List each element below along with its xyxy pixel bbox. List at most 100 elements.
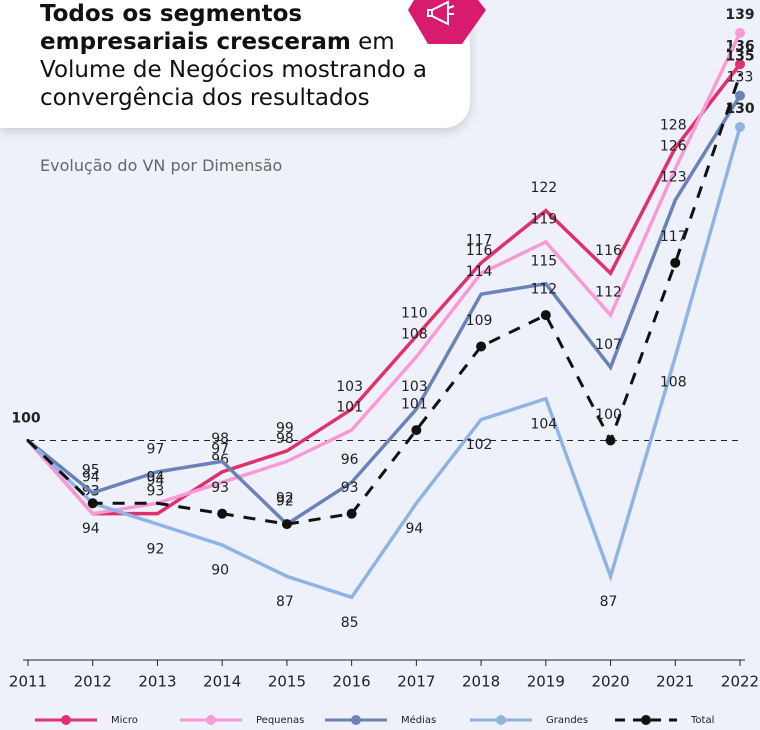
data-label: 94 [82,521,100,537]
data-label: 92 [276,491,294,507]
point [220,543,224,547]
point [735,27,745,38]
legend-label: Total [690,715,714,726]
data-label: 117 [660,229,687,245]
data-label: 135 [725,49,754,65]
x-tick-label: 2021 [656,673,694,691]
data-label: 116 [466,243,493,259]
point [285,459,289,463]
legend-dot [641,715,651,725]
point [544,240,548,244]
point [220,459,224,463]
point [609,574,613,578]
point [670,257,681,268]
point [350,480,354,484]
data-label: 114 [466,264,493,280]
data-label: 116 [595,243,622,259]
series-line [26,74,742,526]
point [155,501,159,505]
data-label: 94 [147,470,165,486]
point [544,397,548,401]
data-label: 112 [530,281,557,297]
point [673,167,677,171]
point [544,282,548,286]
data-label: 126 [660,138,687,154]
data-label: 122 [530,180,557,196]
subtitle: Evolução do VN por Dimensão [40,156,283,175]
data-label: 93 [211,480,229,496]
data-label: 94 [82,470,100,486]
data-label: 108 [660,375,687,391]
legend-dot [206,715,216,725]
point [285,449,289,453]
point [26,439,30,443]
legend-dot [496,715,506,725]
x-tick-label: 2019 [527,673,565,691]
point [605,435,616,446]
point [350,595,354,599]
data-label: 94 [405,521,423,537]
point [476,341,487,352]
x-tick-label: 2014 [203,673,241,691]
point [609,365,613,369]
point [609,313,613,317]
header-card: Todos os segmentos empresariais crescera… [0,0,470,128]
point [155,512,159,516]
title-rest: em Volume de Negócios mostrando a conver… [40,29,428,111]
point [414,355,418,359]
x-tick-label: 2013 [138,673,176,691]
data-label: 119 [530,212,557,228]
point [87,498,98,509]
data-label: 112 [595,285,622,301]
data-label: 104 [530,416,557,432]
point [414,334,418,338]
point [350,428,354,432]
series-line [26,94,742,527]
data-label: 107 [595,337,622,353]
data-label: 100 [11,411,40,427]
point [735,121,745,132]
legend-label: Médias [401,714,436,726]
point [220,470,224,474]
megaphone-badge [408,0,486,44]
point [285,574,289,578]
data-label: 92 [276,494,294,510]
series-line [26,32,742,516]
data-label: 108 [401,327,428,343]
data-label: 85 [341,615,359,631]
point [479,418,483,422]
x-tick-label: 2018 [462,673,500,691]
data-label: 97 [147,441,165,457]
data-label: 99 [276,421,294,437]
data-label: 101 [401,396,428,412]
legend-dot [351,715,361,725]
data-label: 128 [660,117,687,133]
point [155,470,159,474]
data-label: 130 [725,101,754,117]
point [609,271,613,275]
point [673,146,677,150]
data-label: 123 [660,170,687,186]
data-label: 93 [341,480,359,496]
data-label: 109 [466,313,493,329]
legend-label: Grandes [546,715,588,726]
data-label: 133 [727,70,754,86]
legend-label: Pequenas [256,715,304,726]
point [91,491,95,495]
point [350,407,354,411]
x-tick-label: 2015 [268,673,306,691]
x-tick-label: 2016 [333,673,371,691]
data-label: 90 [211,563,229,579]
point [414,501,418,505]
point [479,261,483,265]
data-label: 95 [82,462,100,478]
point [220,480,224,484]
data-label: 103 [336,379,363,395]
data-label: 110 [401,306,428,322]
data-label: 98 [276,431,294,447]
point [735,59,745,70]
data-label: 101 [336,400,363,416]
point [411,425,422,436]
